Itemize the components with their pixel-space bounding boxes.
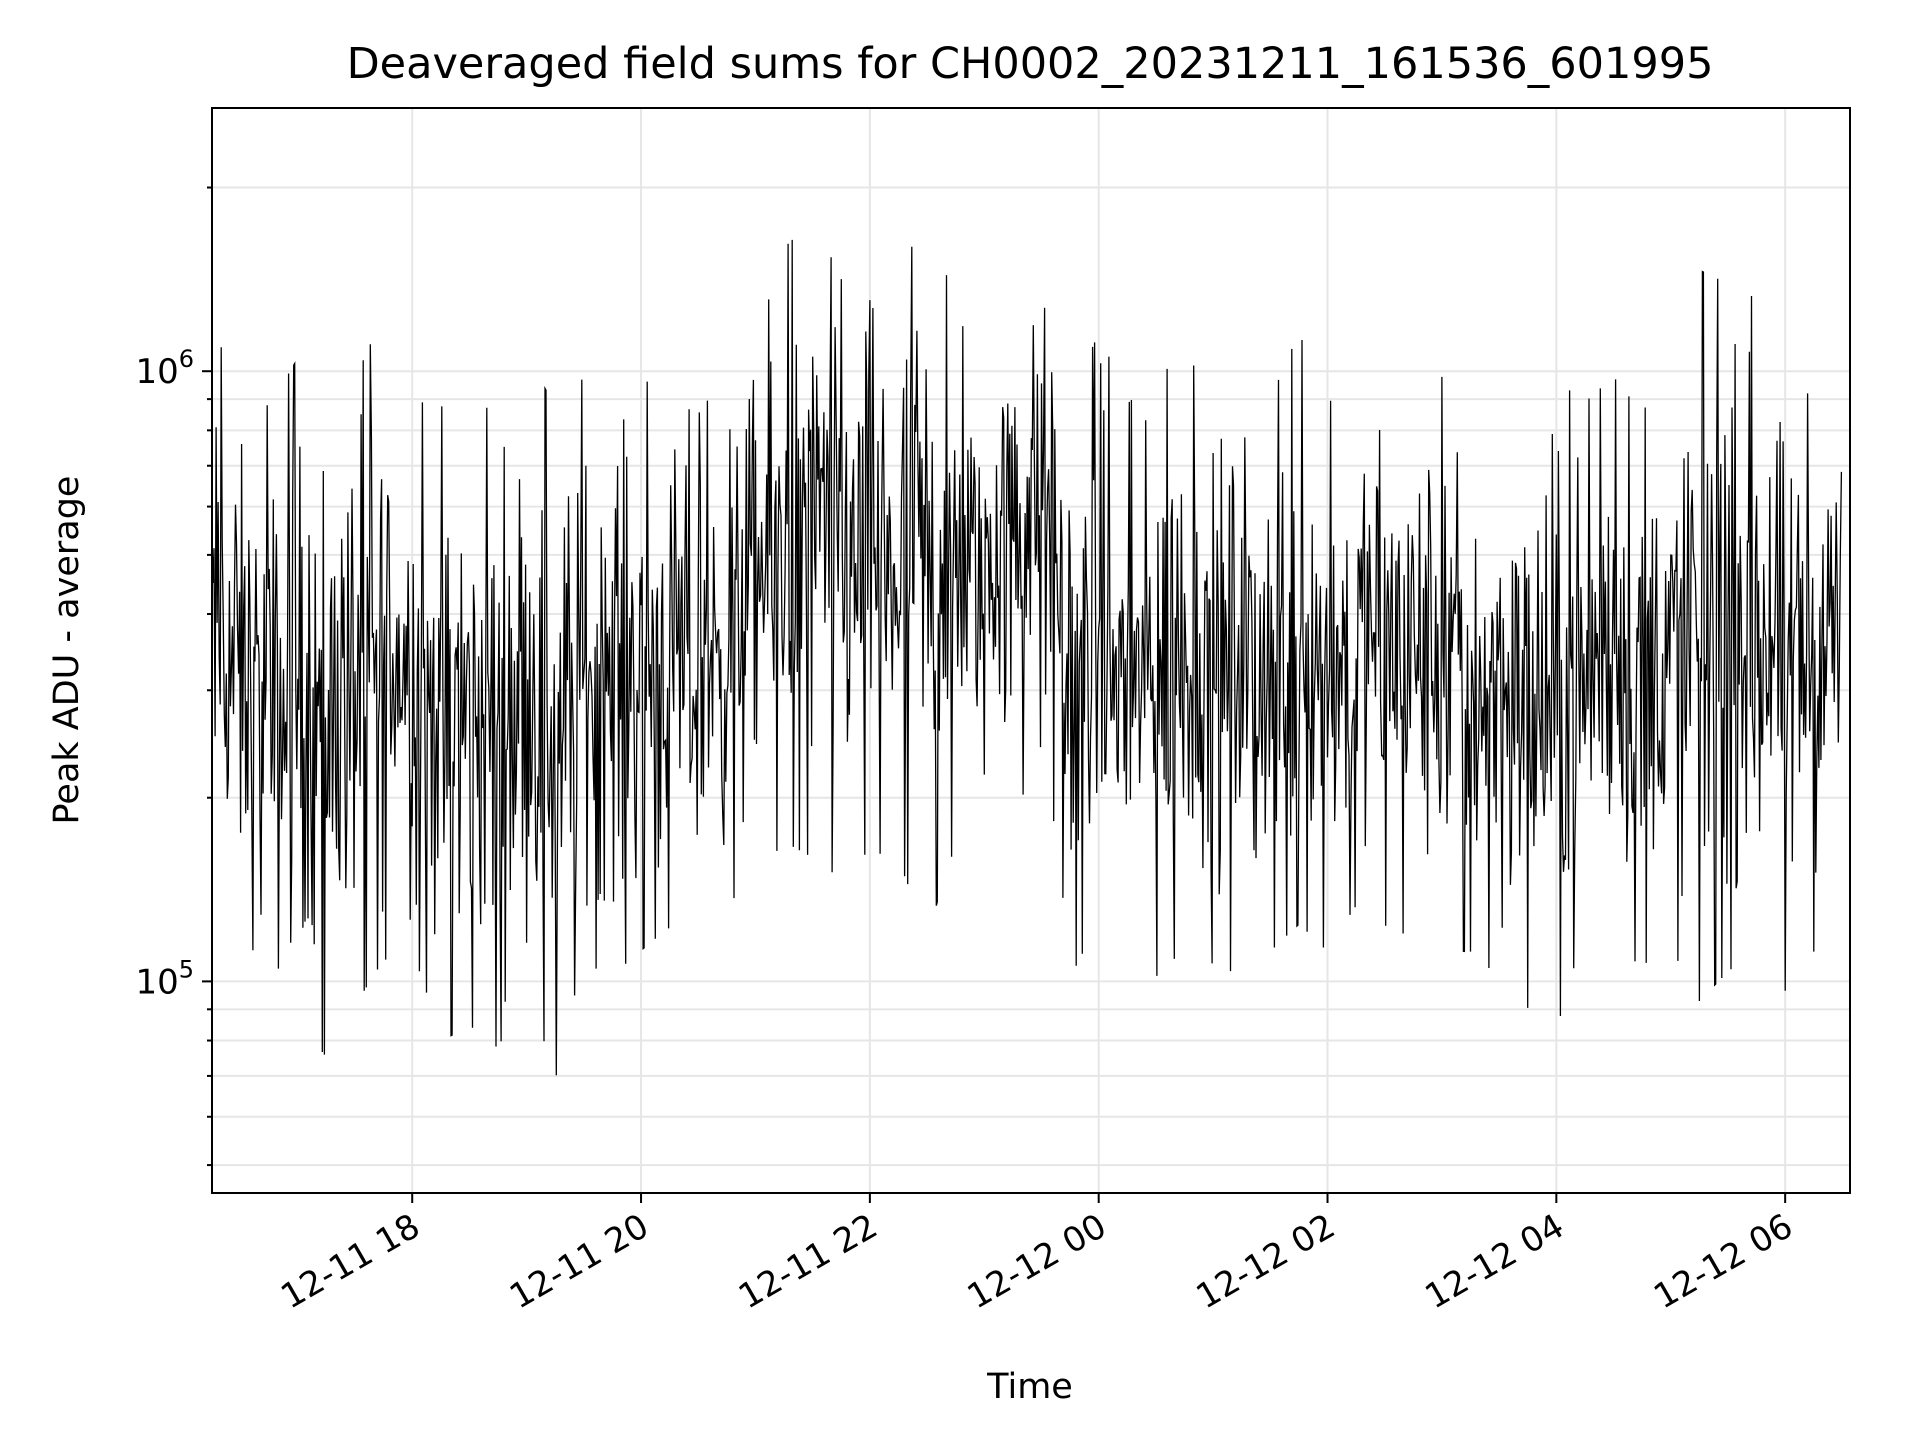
series-line <box>211 239 1843 1076</box>
y-tick-exponent: 5 <box>179 955 194 983</box>
y-tick-exponent: 6 <box>179 345 194 373</box>
y-tick-base: 10 <box>135 962 178 1002</box>
x-tick-label: 12-12 06 <box>1647 1206 1799 1317</box>
x-tick-label: 12-12 00 <box>961 1206 1113 1317</box>
y-axis-label: Peak ADU - average <box>47 476 87 825</box>
x-tick-label: 12-11 20 <box>503 1206 655 1317</box>
x-tick-label: 12-11 22 <box>732 1206 884 1317</box>
chart-title: Deaveraged field sums for CH0002_2023121… <box>347 39 1714 89</box>
y-tick-label: 105 <box>135 955 194 1002</box>
x-tick-label: 12-11 18 <box>274 1206 426 1317</box>
y-tick-label: 106 <box>135 345 194 392</box>
data-series <box>211 239 1843 1076</box>
x-tick-label: 12-12 02 <box>1190 1206 1342 1317</box>
plot-frame <box>211 107 1851 1194</box>
y-tick-base: 10 <box>135 352 178 392</box>
x-tick-label: 12-12 04 <box>1418 1206 1570 1317</box>
grid-lines <box>212 108 1850 1193</box>
x-axis-label: Time <box>986 1367 1073 1407</box>
